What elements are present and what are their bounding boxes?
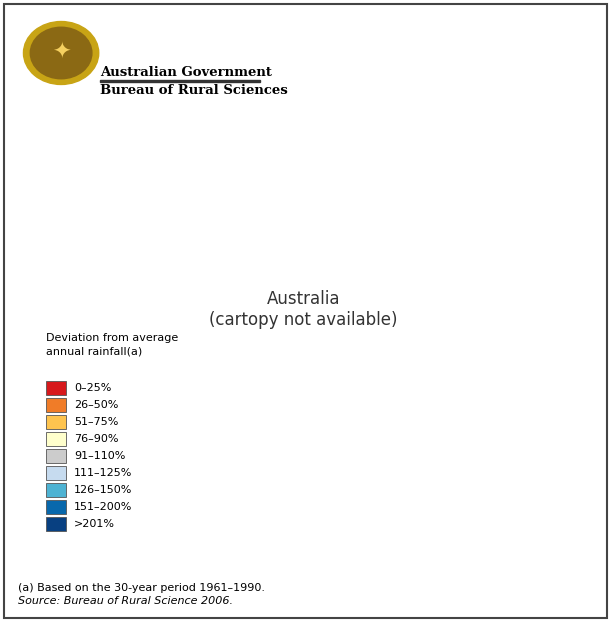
Text: 151–200%: 151–200% bbox=[74, 502, 133, 512]
Bar bbox=[46, 449, 66, 463]
Bar bbox=[46, 398, 66, 412]
Text: ✦: ✦ bbox=[52, 43, 70, 63]
Text: 0–25%: 0–25% bbox=[74, 383, 111, 393]
Bar bbox=[46, 517, 66, 531]
Bar bbox=[46, 381, 66, 396]
Bar bbox=[46, 415, 66, 429]
Bar bbox=[46, 483, 66, 498]
Text: Australia
(cartopy not available): Australia (cartopy not available) bbox=[209, 290, 398, 329]
Text: 26–50%: 26–50% bbox=[74, 400, 119, 410]
Bar bbox=[46, 500, 66, 514]
Bar bbox=[46, 466, 66, 480]
Text: 91–110%: 91–110% bbox=[74, 451, 125, 461]
Bar bbox=[100, 80, 260, 81]
Text: 76–90%: 76–90% bbox=[74, 434, 119, 444]
Text: (a) Based on the 30-year period 1961–1990.: (a) Based on the 30-year period 1961–199… bbox=[18, 583, 265, 593]
Text: >201%: >201% bbox=[74, 519, 115, 529]
Circle shape bbox=[23, 22, 99, 85]
Bar bbox=[46, 432, 66, 447]
Text: Source: Bureau of Rural Science 2006.: Source: Bureau of Rural Science 2006. bbox=[18, 596, 233, 606]
Text: 126–150%: 126–150% bbox=[74, 485, 133, 495]
Text: Australian Government: Australian Government bbox=[100, 65, 272, 78]
Circle shape bbox=[31, 27, 92, 79]
Text: 51–75%: 51–75% bbox=[74, 417, 119, 427]
Text: Bureau of Rural Sciences: Bureau of Rural Sciences bbox=[100, 83, 288, 96]
Text: Deviation from average
annual rainfall(a): Deviation from average annual rainfall(a… bbox=[46, 333, 178, 357]
Text: 111–125%: 111–125% bbox=[74, 468, 133, 478]
